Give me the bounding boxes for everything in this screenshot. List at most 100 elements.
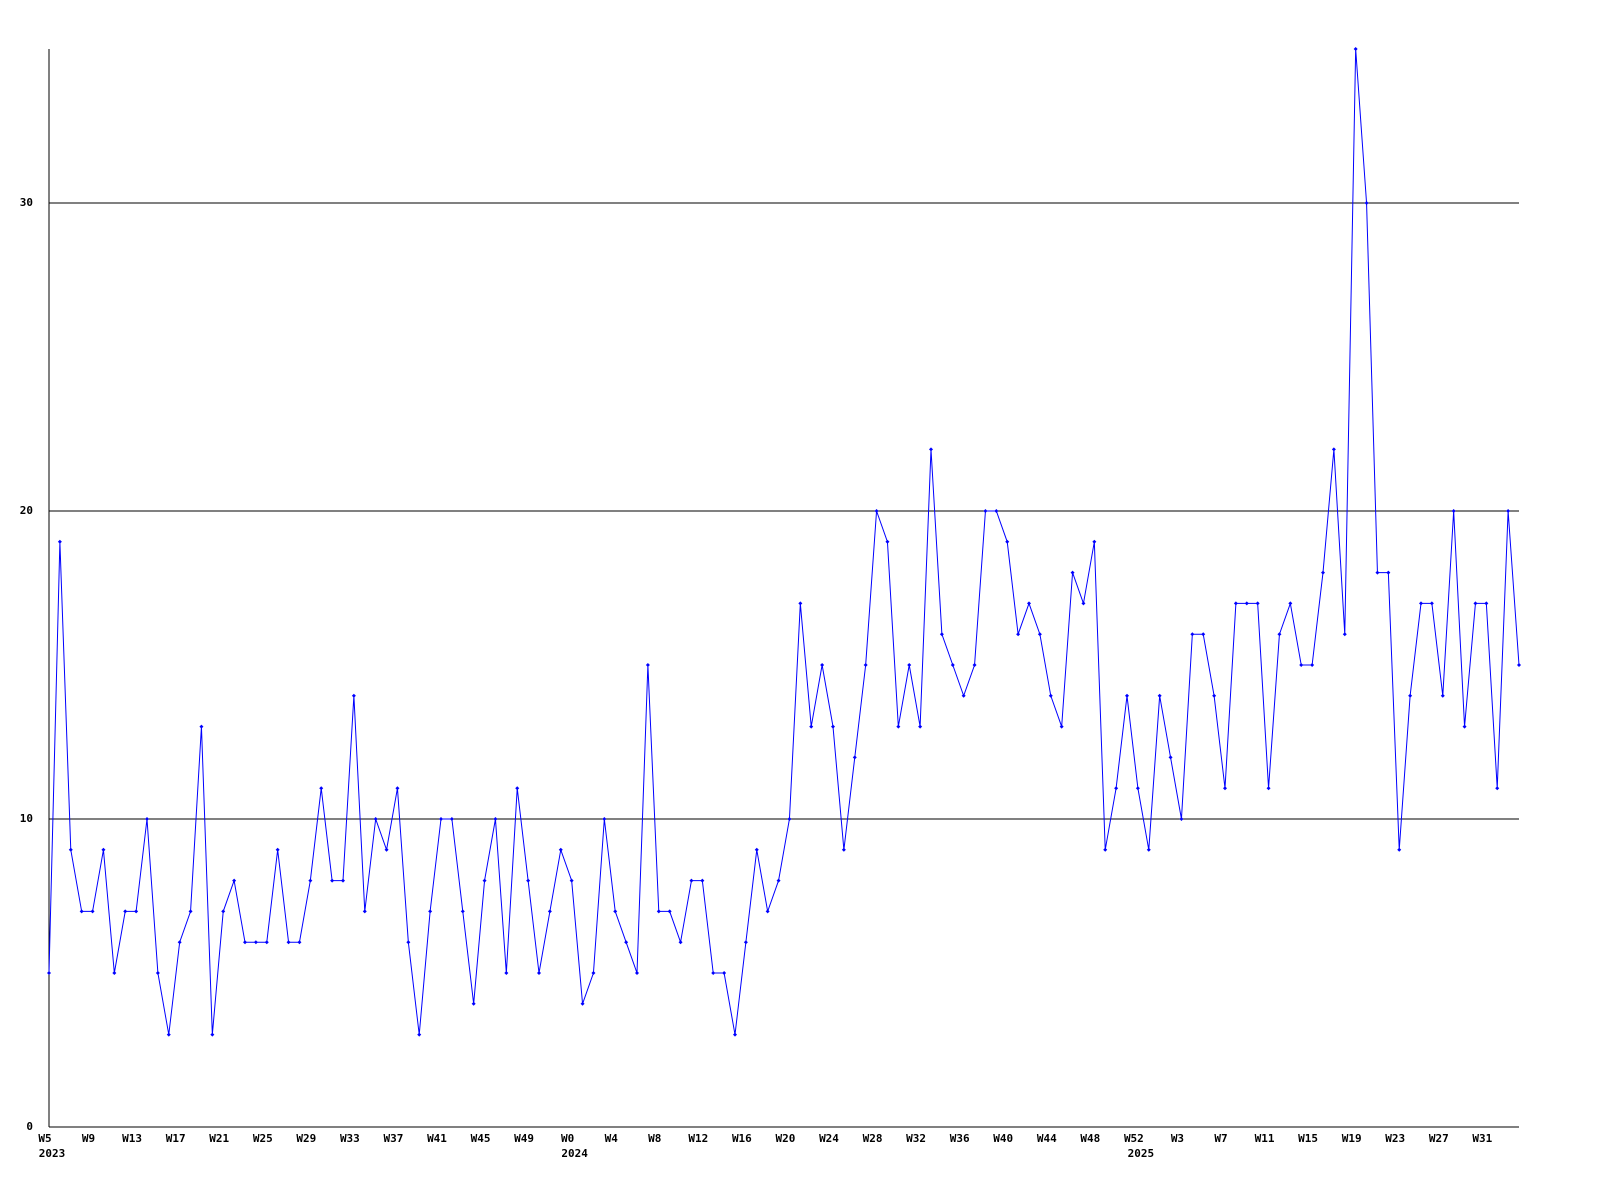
point-marker (319, 786, 324, 791)
point-marker (1092, 539, 1097, 544)
point-marker (1244, 601, 1249, 606)
point-marker (1375, 570, 1380, 575)
point-marker (1233, 601, 1238, 606)
point-marker (1429, 601, 1434, 606)
point-marker (558, 847, 563, 852)
point-marker (1059, 724, 1064, 729)
point-marker (1299, 663, 1304, 667)
point-marker (689, 878, 694, 883)
point-marker (939, 632, 944, 637)
y-tick-label: 10 (20, 812, 33, 825)
point-marker (950, 663, 955, 667)
x-tick-label: W12 (688, 1132, 708, 1145)
x-tick-label: W8 (648, 1132, 661, 1145)
point-marker (1473, 601, 1478, 606)
x-tick-label: W17 (166, 1132, 186, 1145)
x-tick-label: W4 (605, 1132, 619, 1145)
point-marker (874, 509, 879, 513)
point-marker (79, 909, 84, 914)
point-marker (145, 817, 149, 821)
point-marker (645, 663, 650, 667)
x-tick-label: W19 (1342, 1132, 1362, 1145)
point-marker (1440, 693, 1445, 698)
point-marker (406, 940, 411, 945)
point-marker (1419, 601, 1423, 606)
point-marker (1048, 693, 1053, 698)
x-tick-label: W13 (122, 1132, 142, 1145)
point-marker (210, 1032, 215, 1037)
point-marker (493, 817, 498, 821)
point-marker (449, 817, 454, 821)
point-marker (1462, 724, 1467, 729)
point-marker (1321, 570, 1325, 575)
point-marker (1353, 47, 1358, 51)
point-marker (863, 663, 868, 667)
point-marker (1081, 601, 1086, 606)
point-marker (188, 909, 193, 914)
point-marker (177, 940, 182, 945)
x-tick-label: W44 (1037, 1132, 1057, 1145)
x-tick-label: W24 (819, 1132, 839, 1145)
point-marker (439, 817, 443, 821)
point-marker (384, 847, 389, 852)
x-tick-label: W37 (384, 1132, 404, 1145)
point-marker (569, 878, 574, 883)
point-marker (1201, 632, 1206, 637)
point-marker (918, 724, 923, 729)
point-marker (1135, 786, 1140, 791)
x-tick-label: W7 (1214, 1132, 1227, 1145)
x-tick-label: W32 (906, 1132, 926, 1145)
point-marker (1255, 601, 1260, 606)
point-marker (286, 940, 291, 945)
point-marker (341, 878, 345, 883)
point-marker (1005, 539, 1010, 544)
point-marker (1451, 509, 1456, 513)
point-marker (1408, 693, 1413, 698)
point-marker (994, 509, 999, 513)
point-marker (537, 971, 541, 975)
x-tick-label: W25 (253, 1132, 273, 1145)
point-marker (820, 663, 825, 667)
x-tick-label: W20 (776, 1132, 796, 1145)
x-tick-label: W52 (1124, 1132, 1144, 1145)
point-marker (482, 878, 487, 883)
x-tick-label: W40 (993, 1132, 1013, 1145)
x-tick-label: W33 (340, 1132, 360, 1145)
point-marker (123, 909, 128, 914)
point-marker (678, 940, 683, 945)
point-marker (852, 755, 857, 760)
point-marker (547, 909, 552, 914)
point-marker (1037, 632, 1042, 637)
year-label: 2023 (39, 1147, 66, 1160)
point-marker (1146, 847, 1151, 852)
point-marker (166, 1032, 171, 1037)
point-marker (624, 940, 629, 945)
point-marker (929, 447, 933, 452)
x-tick-label: W27 (1429, 1132, 1449, 1145)
point-marker (1070, 570, 1075, 575)
point-marker (1397, 847, 1402, 852)
x-tick-label: W15 (1298, 1132, 1318, 1145)
point-marker (1266, 786, 1271, 791)
point-marker (68, 847, 73, 852)
x-tick-label: W0 (561, 1132, 574, 1145)
point-marker (765, 909, 770, 914)
point-marker (526, 878, 531, 883)
x-tick-label: W5 (38, 1132, 51, 1145)
point-marker (308, 878, 313, 883)
point-marker (841, 847, 846, 852)
point-marker (1310, 663, 1315, 667)
y-tick-label: 0 (26, 1120, 33, 1133)
point-marker (711, 971, 716, 975)
point-marker (112, 971, 117, 975)
point-marker (199, 724, 204, 729)
point-marker (253, 940, 258, 945)
y-tick-label: 20 (20, 504, 33, 517)
point-marker (591, 971, 596, 975)
point-marker (1179, 817, 1184, 821)
point-marker (57, 539, 62, 544)
point-marker (134, 909, 139, 914)
point-marker (504, 971, 509, 975)
